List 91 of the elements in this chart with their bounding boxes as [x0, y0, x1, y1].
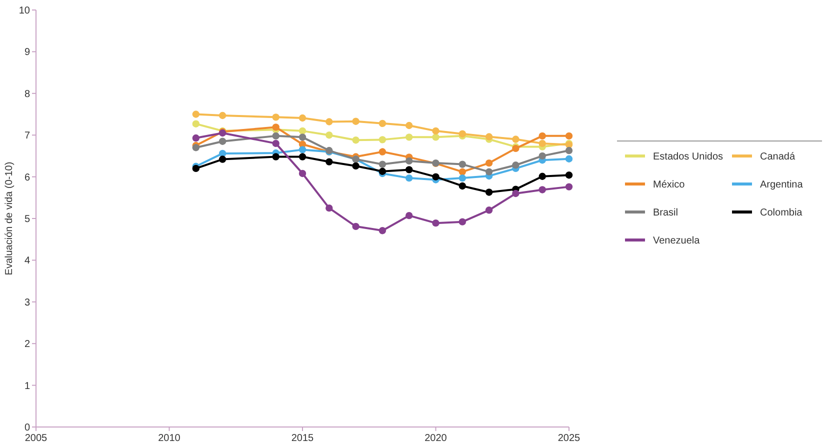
y-tick-label: 6: [24, 172, 30, 184]
y-tick-label: 4: [24, 256, 30, 267]
point: [326, 204, 333, 212]
point: [378, 120, 386, 128]
y-tick-label: 10: [18, 6, 30, 16]
point: [432, 134, 440, 141]
legend-label: Canadá: [760, 152, 796, 162]
point: [378, 148, 386, 156]
point: [326, 118, 333, 126]
point: [432, 173, 440, 180]
x-tick-label: 2020: [424, 433, 448, 443]
point: [326, 132, 333, 139]
point: [406, 166, 413, 174]
point: [565, 155, 573, 162]
point: [432, 219, 440, 227]
point: [192, 134, 200, 142]
y-tick-label: 0: [24, 422, 30, 434]
point: [406, 157, 413, 165]
legend-label: Brasil: [653, 208, 678, 218]
point: [485, 133, 493, 140]
y-tick-label: 3: [24, 297, 30, 308]
legend-label: Estados Unidos: [653, 152, 724, 162]
point: [298, 170, 306, 178]
point: [352, 136, 360, 144]
point: [406, 122, 413, 130]
point: [218, 156, 226, 163]
point: [378, 160, 386, 168]
point: [406, 212, 413, 220]
x-tick-label: 2005: [24, 433, 48, 443]
point: [458, 168, 466, 176]
point: [218, 138, 226, 145]
point: [565, 183, 573, 190]
point: [485, 206, 493, 214]
point: [272, 140, 280, 148]
point: [298, 114, 306, 122]
y-tick-label: 2: [24, 339, 30, 350]
point: [272, 153, 280, 160]
point: [458, 130, 466, 138]
point: [272, 132, 280, 140]
point: [326, 158, 333, 166]
point: [298, 127, 306, 135]
y-tick-label: 9: [24, 47, 30, 58]
point: [458, 160, 466, 168]
point: [512, 162, 520, 169]
point: [192, 120, 200, 128]
x-tick-label: 2025: [558, 433, 581, 443]
y-axis-title: Evaluación de vida (0-10): [4, 162, 15, 276]
point: [538, 152, 546, 160]
point: [485, 168, 493, 176]
point: [406, 134, 413, 141]
point: [538, 140, 546, 148]
point: [272, 124, 280, 131]
legend-label: Colombia: [760, 208, 803, 218]
point: [538, 186, 546, 194]
point: [538, 172, 546, 180]
point: [512, 190, 520, 198]
point: [378, 168, 386, 175]
point: [512, 136, 520, 143]
point: [565, 146, 573, 154]
x-tick-label: 2015: [291, 433, 314, 443]
point: [432, 127, 440, 135]
point: [192, 110, 200, 118]
point: [352, 118, 360, 125]
point: [565, 132, 573, 140]
point: [298, 146, 306, 154]
point: [352, 222, 360, 230]
point: [192, 164, 200, 172]
point: [378, 136, 386, 144]
point: [378, 226, 386, 234]
point: [565, 172, 573, 179]
legend-label: México: [653, 180, 686, 190]
point: [352, 162, 360, 170]
point: [458, 174, 466, 182]
legend-label: Venezuela: [653, 236, 700, 246]
legend-label: Argentina: [760, 180, 804, 190]
point: [298, 153, 306, 160]
point: [458, 218, 466, 226]
y-tick-label: 8: [24, 88, 30, 100]
point: [218, 112, 226, 120]
y-tick-label: 1: [24, 380, 30, 392]
x-tick-label: 2010: [158, 433, 181, 443]
y-tick-label: 5: [24, 214, 30, 225]
point: [458, 182, 466, 190]
point: [485, 188, 493, 196]
point: [272, 114, 280, 121]
y-tick-label: 7: [24, 130, 30, 142]
point: [538, 132, 546, 140]
point: [298, 134, 306, 141]
point: [406, 174, 413, 182]
point: [192, 144, 200, 152]
point: [485, 159, 493, 167]
